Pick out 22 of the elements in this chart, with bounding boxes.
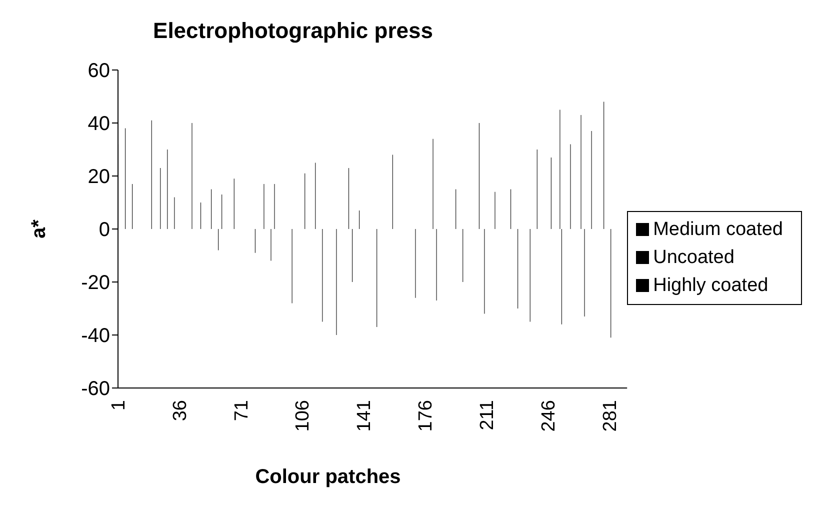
y-tick-label: 40 — [88, 113, 110, 136]
legend-label: Uncoated — [653, 247, 734, 268]
y-tick-label: 0 — [98, 219, 110, 242]
x-tick-label: 71 — [231, 400, 252, 422]
y-tick-label: 20 — [88, 166, 110, 188]
x-axis-title: Colour patches — [254, 466, 402, 489]
y-tick-label: -20 — [81, 272, 110, 294]
y-tick-label: -40 — [81, 325, 110, 348]
x-tick-label: 176 — [416, 400, 437, 432]
x-tick-label: 281 — [600, 400, 621, 432]
x-tick-label: 36 — [170, 400, 191, 422]
x-tick-label: 141 — [354, 400, 376, 432]
x-tick-label: 106 — [292, 400, 314, 432]
legend-label: Medium coated — [653, 219, 783, 240]
x-tick-label: 246 — [538, 400, 560, 432]
x-tick-label: 211 — [477, 400, 498, 430]
y-axis-title: a* — [28, 219, 50, 238]
y-tick-label: -60 — [81, 378, 110, 400]
chart-title: Electrophotographic press — [152, 18, 434, 44]
y-tick-label: 60 — [88, 60, 110, 82]
x-tick-label: 1 — [108, 400, 130, 411]
legend-label: Highly coated — [653, 275, 768, 296]
